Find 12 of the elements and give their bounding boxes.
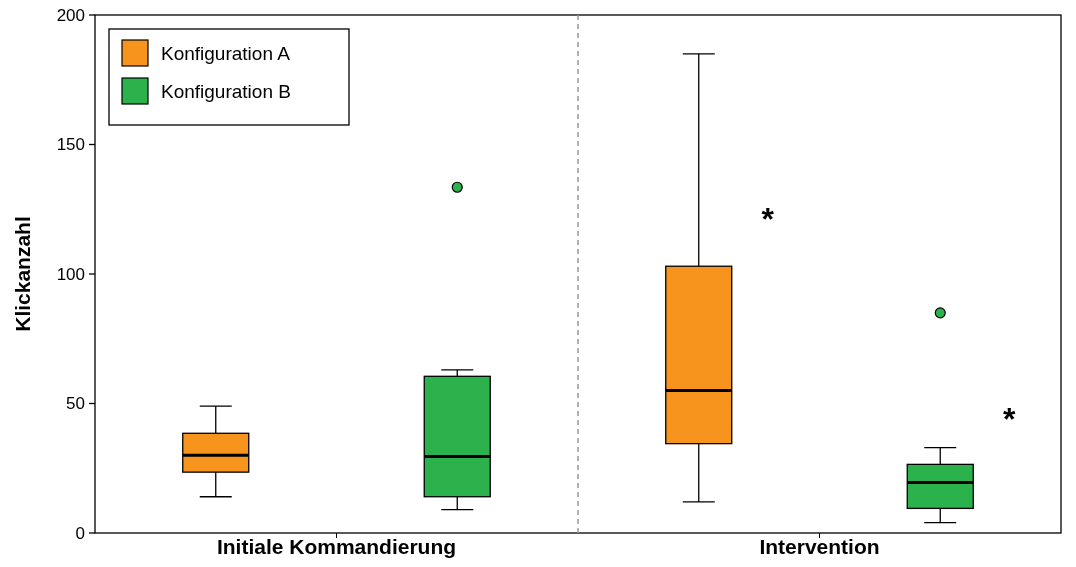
y-tick-label: 50 bbox=[66, 394, 85, 414]
y-tick-label: 150 bbox=[56, 135, 85, 155]
y-tick-label: 100 bbox=[56, 264, 85, 284]
annotation: * bbox=[761, 201, 775, 237]
legend-label: Konfiguration A bbox=[161, 42, 291, 64]
legend-label: Konfiguration B bbox=[161, 80, 291, 102]
y-tick-label: 200 bbox=[56, 5, 85, 25]
x-tick-label: Intervention bbox=[759, 535, 880, 558]
annotation: * bbox=[1003, 401, 1017, 437]
y-axis-title: Klickanzahl bbox=[11, 216, 34, 332]
y-tick-label: 0 bbox=[75, 523, 85, 543]
x-tick-label: Initiale Kommandierung bbox=[216, 535, 457, 558]
